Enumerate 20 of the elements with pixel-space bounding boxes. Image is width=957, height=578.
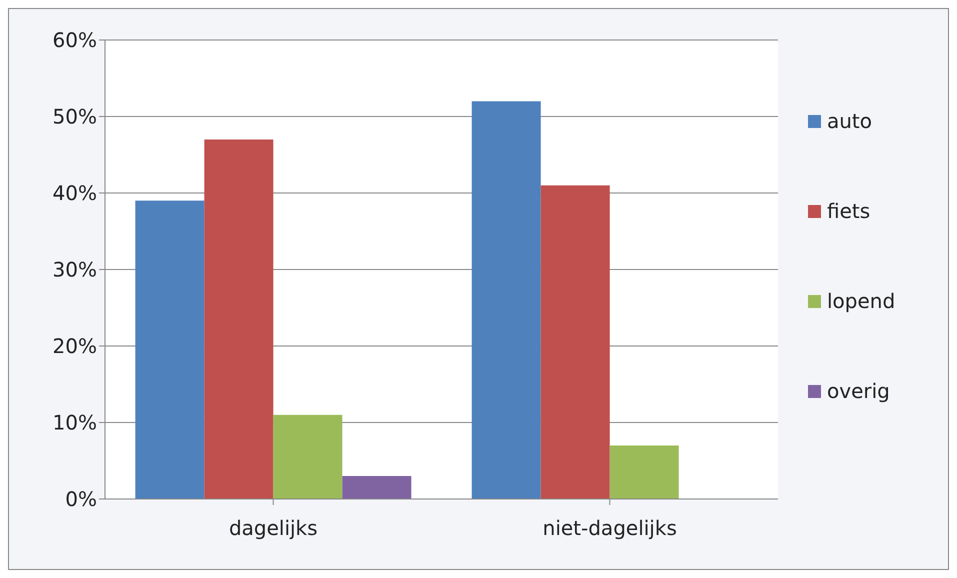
bar	[610, 445, 679, 499]
bar	[135, 200, 204, 499]
bar	[204, 139, 274, 499]
y-tick-label: 60%	[52, 28, 97, 52]
legend-label: overig	[827, 379, 890, 403]
y-tick-label: 10%	[52, 410, 97, 435]
y-tick-label: 30%	[52, 258, 97, 282]
x-tick-label: dagelijks	[228, 516, 318, 540]
bar	[540, 185, 610, 499]
bar	[273, 414, 342, 499]
legend-label: fiets	[827, 199, 870, 223]
y-tick-label: 40%	[52, 181, 97, 206]
x-tick-label: niet-dagelijks	[542, 516, 677, 540]
bar	[472, 101, 541, 499]
bar	[342, 476, 412, 499]
legend-label: lopend	[827, 289, 896, 313]
y-tick-label: 0%	[65, 487, 97, 512]
y-tick-label: 20%	[52, 334, 97, 358]
legend-label: auto	[827, 109, 872, 133]
y-tick-label: 50%	[52, 104, 97, 129]
